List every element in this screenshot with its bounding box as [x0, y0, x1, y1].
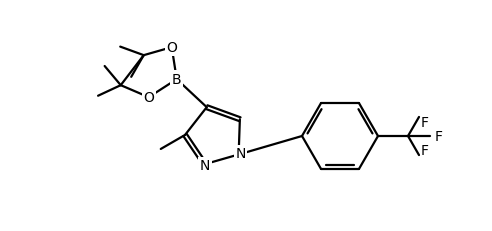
Text: F: F [435, 129, 443, 143]
Text: O: O [166, 41, 177, 55]
Text: F: F [421, 116, 429, 129]
Text: O: O [143, 91, 154, 105]
Text: F: F [421, 143, 429, 157]
Text: N: N [236, 147, 246, 161]
Text: N: N [200, 158, 210, 173]
Text: B: B [172, 73, 182, 87]
